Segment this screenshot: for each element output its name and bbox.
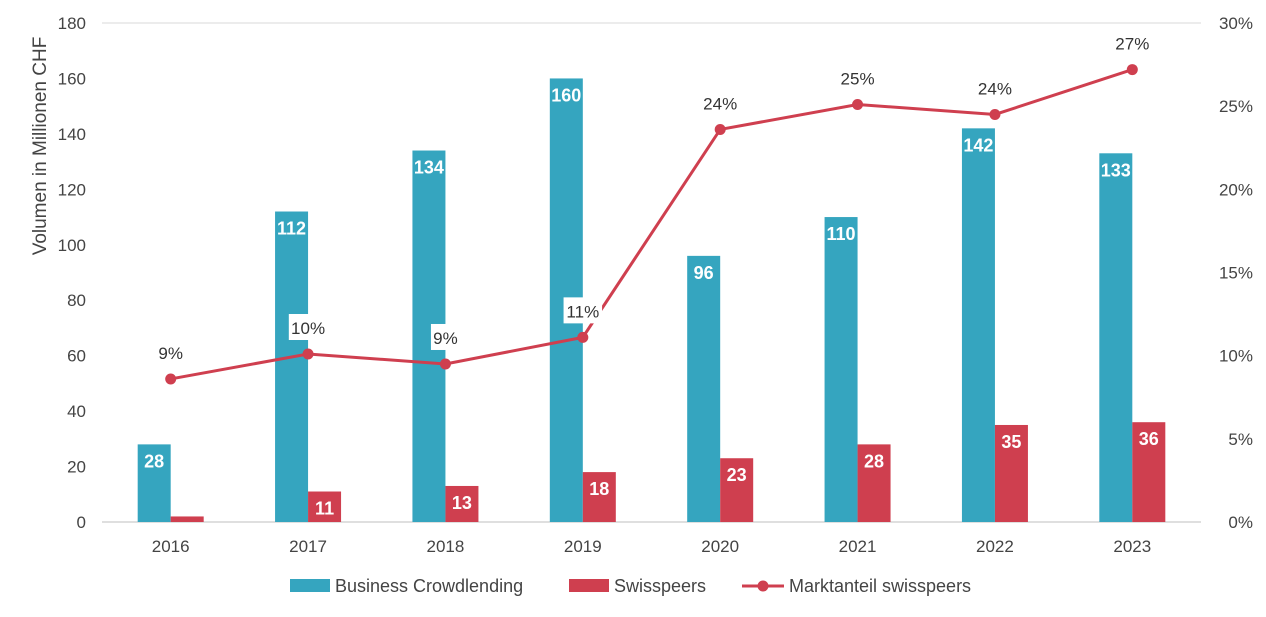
legend-label: Swisspeers — [614, 576, 706, 596]
bar-data-label: 28 — [144, 451, 164, 471]
legend-swatch — [569, 579, 609, 592]
line-data-label: 24% — [978, 79, 1012, 98]
market-share-point — [302, 348, 314, 360]
legend-label: Marktanteil swisspeers — [789, 576, 971, 596]
y-tick-label: 120 — [58, 180, 86, 199]
bar-swisspeers — [445, 485, 479, 522]
y2-tick-label: 10% — [1219, 347, 1253, 366]
x-tick-label: 2022 — [976, 537, 1014, 556]
market-share-point — [989, 108, 1001, 120]
y-tick-label: 20 — [67, 458, 86, 477]
bar-data-label: 28 — [864, 451, 884, 471]
y2-tick-label: 0% — [1228, 513, 1253, 532]
y-tick-label: 80 — [67, 291, 86, 310]
bar-data-label: 23 — [727, 465, 747, 485]
y2-tick-label: 15% — [1219, 264, 1253, 283]
x-tick-label: 2021 — [839, 537, 877, 556]
market-share-point — [577, 331, 589, 343]
bar-swisspeers — [308, 491, 342, 522]
line-label-bg — [975, 74, 1015, 101]
y-tick-label: 160 — [58, 69, 86, 88]
bar-business-crowdlending — [275, 211, 309, 522]
bar-data-label: 11 — [315, 499, 334, 519]
bar-business-crowdlending — [137, 444, 171, 522]
legend-swatch — [290, 579, 330, 592]
legend: Business Crowdlending Swisspeers Marktante… — [290, 576, 971, 596]
legend-marker — [757, 580, 769, 592]
x-tick-label: 2016 — [152, 537, 190, 556]
bar-swisspeers — [1132, 422, 1166, 522]
bar-data-label: 18 — [589, 479, 609, 499]
line-data-label: 27% — [1115, 35, 1149, 54]
y-tick-label: 180 — [58, 14, 86, 33]
line-label-bg — [156, 338, 186, 365]
bar-business-crowdlending — [1099, 153, 1133, 523]
bar-data-label: 112 — [277, 219, 306, 239]
line-data-label: 25% — [841, 70, 875, 89]
x-tick-label: 2020 — [701, 537, 739, 556]
bar-data-label: 35 — [1001, 432, 1021, 452]
y-tick-label: 40 — [67, 402, 86, 421]
bar-data-label: 134 — [414, 158, 444, 178]
market-share-point — [714, 123, 726, 135]
line-data-label: 11% — [566, 302, 599, 321]
market-share-point — [852, 99, 864, 111]
x-tick-label: 2023 — [1113, 537, 1151, 556]
bar-business-crowdlending — [961, 128, 995, 522]
line-data-label: 10% — [291, 319, 325, 338]
x-axis-ticks: 2016 2017 2018 2019 2020 2021 2022 2023 — [102, 521, 1201, 556]
y2-tick-label: 30% — [1219, 14, 1253, 33]
bar-swisspeers — [857, 444, 891, 522]
y-tick-label: 0 — [77, 513, 86, 532]
line-label-bg — [838, 64, 877, 91]
bar-swisspeers — [994, 424, 1028, 522]
market-share-point — [439, 358, 451, 370]
bar-data-label: 96 — [694, 263, 714, 283]
line-data-label: 24% — [703, 94, 737, 113]
bar-business-crowdlending — [824, 217, 858, 523]
bar-swisspeers — [582, 472, 616, 522]
y-tick-label: 60 — [67, 347, 86, 366]
x-tick-label: 2017 — [289, 537, 327, 556]
bar-business-crowdlending — [687, 255, 721, 522]
line-layer: 9% 10% 9% 11% 24% 25% 24% 27% — [156, 29, 1152, 385]
bar-data-label: 36 — [1139, 429, 1159, 449]
left-axis-ticks: 0 20 40 60 80 100 120 140 160 180 — [58, 14, 86, 532]
bars-layer: 28 112 134 160 96 110 142 133 11 13 18 23 28 35 36 — [137, 78, 1166, 523]
bar-swisspeers — [170, 516, 204, 522]
bar-data-label: 110 — [827, 224, 856, 244]
bar-data-label: 13 — [452, 493, 472, 513]
x-tick-label: 2019 — [564, 537, 602, 556]
y-tick-label: 140 — [58, 125, 86, 144]
y-tick-label: 100 — [58, 236, 86, 255]
line-label-bg — [288, 314, 328, 341]
line-label-bg — [563, 297, 603, 324]
y-axis-title: Volumen in Millionen CHF — [30, 37, 51, 256]
line-label-bg — [430, 323, 460, 350]
market-share-point — [165, 373, 177, 385]
bar-data-label: 133 — [1101, 160, 1131, 180]
bar-data-label: 160 — [551, 85, 581, 105]
x-tick-label: 2018 — [427, 537, 465, 556]
bar-swisspeers — [720, 458, 754, 522]
market-share-point — [1126, 64, 1138, 76]
line-data-label: 9% — [433, 329, 458, 348]
y2-tick-label: 5% — [1228, 430, 1253, 449]
line-label-bg — [1113, 29, 1152, 56]
y2-tick-label: 20% — [1219, 180, 1253, 199]
right-axis-ticks: 0% 5% 10% 15% 20% 25% 30% — [1219, 14, 1253, 532]
line-label-bg — [700, 89, 740, 116]
bar-data-label: 142 — [963, 135, 993, 155]
line-data-label: 9% — [158, 344, 183, 363]
legend-label: Business Crowdlending — [335, 576, 523, 596]
y2-tick-label: 25% — [1219, 97, 1253, 116]
market-share-line — [170, 68, 1133, 381]
